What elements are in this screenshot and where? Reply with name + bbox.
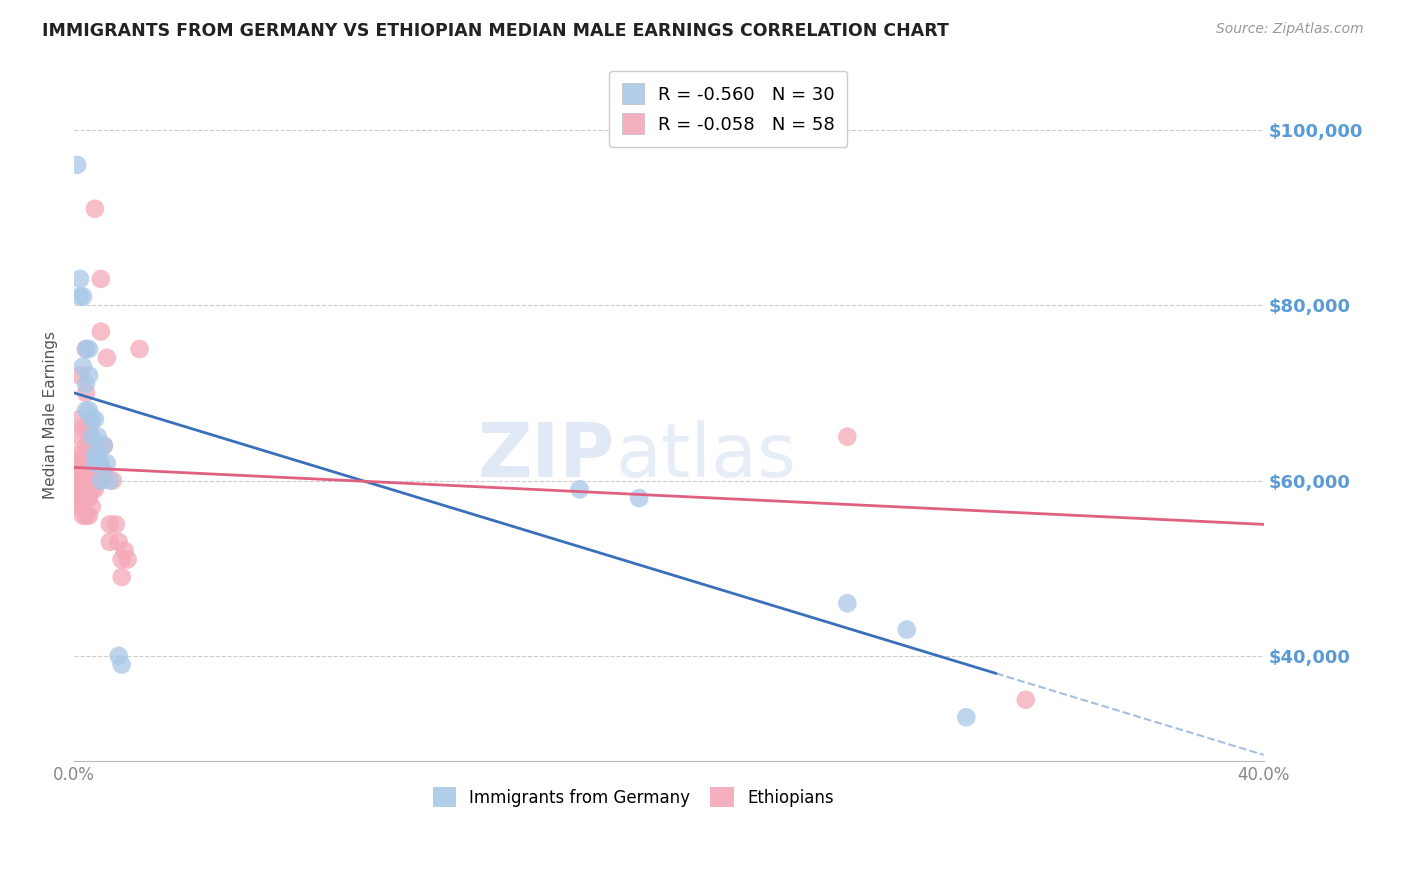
Point: [96, 456, 118, 470]
Point: [104, 517, 127, 532]
Point: [75, 342, 97, 356]
Point: [66, 474, 89, 488]
Point: [72, 359, 94, 374]
Point: [72, 508, 94, 523]
Point: [75, 377, 97, 392]
Point: [69, 289, 91, 303]
Point: [77, 474, 100, 488]
Point: [80, 438, 103, 452]
Point: [84, 456, 107, 470]
Point: [72, 447, 94, 461]
Point: [628, 491, 651, 505]
Point: [98, 535, 121, 549]
Point: [111, 570, 134, 584]
Point: [107, 648, 129, 663]
Point: [568, 483, 591, 497]
Point: [128, 342, 150, 356]
Point: [96, 351, 118, 365]
Point: [87, 430, 110, 444]
Point: [84, 202, 107, 216]
Point: [84, 456, 107, 470]
Point: [955, 710, 977, 724]
Point: [87, 474, 110, 488]
Point: [98, 517, 121, 532]
Point: [75, 474, 97, 488]
Point: [77, 421, 100, 435]
Legend: Immigrants from Germany, Ethiopians: Immigrants from Germany, Ethiopians: [425, 779, 842, 815]
Point: [1015, 692, 1038, 706]
Point: [72, 500, 94, 514]
Point: [66, 456, 89, 470]
Point: [114, 543, 136, 558]
Point: [111, 552, 134, 566]
Point: [80, 430, 103, 444]
Point: [896, 623, 918, 637]
Point: [77, 368, 100, 383]
Point: [75, 403, 97, 417]
Point: [84, 483, 107, 497]
Point: [107, 535, 129, 549]
Point: [93, 465, 115, 479]
Point: [80, 483, 103, 497]
Point: [66, 447, 89, 461]
Point: [66, 491, 89, 505]
Point: [72, 483, 94, 497]
Point: [69, 474, 91, 488]
Point: [837, 596, 859, 610]
Point: [72, 421, 94, 435]
Point: [66, 483, 89, 497]
Point: [90, 272, 112, 286]
Point: [117, 552, 139, 566]
Point: [75, 508, 97, 523]
Point: [80, 412, 103, 426]
Point: [837, 430, 859, 444]
Point: [90, 465, 112, 479]
Point: [69, 491, 91, 505]
Point: [93, 438, 115, 452]
Point: [87, 456, 110, 470]
Point: [75, 438, 97, 452]
Point: [87, 447, 110, 461]
Point: [90, 325, 112, 339]
Text: Source: ZipAtlas.com: Source: ZipAtlas.com: [1216, 22, 1364, 37]
Point: [75, 491, 97, 505]
Point: [66, 158, 89, 172]
Point: [75, 456, 97, 470]
Point: [90, 456, 112, 470]
Point: [101, 474, 124, 488]
Text: ZIP: ZIP: [478, 420, 616, 493]
Point: [69, 500, 91, 514]
Point: [90, 474, 112, 488]
Point: [66, 465, 89, 479]
Point: [77, 508, 100, 523]
Text: atlas: atlas: [616, 420, 796, 493]
Point: [69, 272, 91, 286]
Point: [80, 500, 103, 514]
Point: [93, 438, 115, 452]
Point: [69, 456, 91, 470]
Text: IMMIGRANTS FROM GERMANY VS ETHIOPIAN MEDIAN MALE EARNINGS CORRELATION CHART: IMMIGRANTS FROM GERMANY VS ETHIOPIAN MED…: [42, 22, 949, 40]
Point: [75, 342, 97, 356]
Point: [77, 342, 100, 356]
Point: [69, 430, 91, 444]
Point: [69, 368, 91, 383]
Point: [77, 447, 100, 461]
Y-axis label: Median Male Earnings: Median Male Earnings: [44, 331, 58, 499]
Point: [69, 412, 91, 426]
Point: [77, 403, 100, 417]
Point: [72, 465, 94, 479]
Point: [77, 491, 100, 505]
Point: [84, 412, 107, 426]
Point: [72, 289, 94, 303]
Point: [111, 657, 134, 672]
Point: [98, 474, 121, 488]
Point: [84, 447, 107, 461]
Point: [75, 385, 97, 400]
Point: [80, 465, 103, 479]
